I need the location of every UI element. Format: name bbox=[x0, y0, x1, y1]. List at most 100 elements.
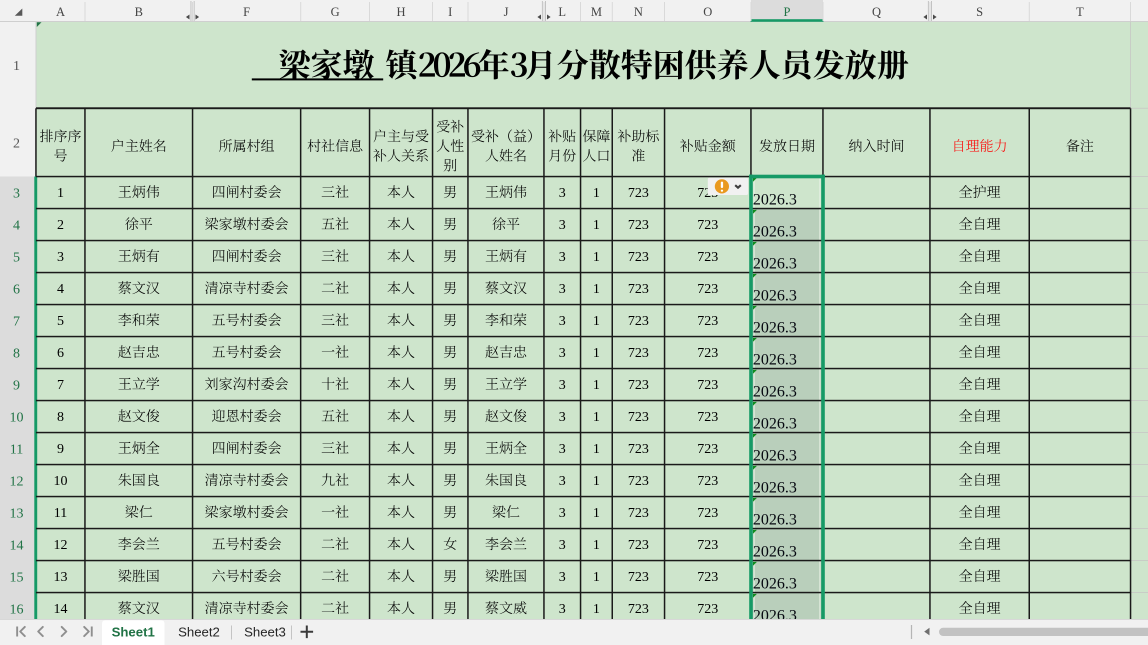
svg-text:723: 723 bbox=[628, 506, 649, 521]
svg-text:723: 723 bbox=[697, 314, 718, 329]
svg-text:2026.3: 2026.3 bbox=[753, 511, 797, 528]
svg-text:2026.3: 2026.3 bbox=[753, 383, 797, 400]
svg-text:I: I bbox=[448, 5, 452, 19]
svg-text:723: 723 bbox=[628, 314, 649, 329]
svg-text:723: 723 bbox=[628, 250, 649, 265]
svg-text:1: 1 bbox=[593, 314, 600, 329]
svg-text:15: 15 bbox=[10, 570, 24, 585]
svg-text:3: 3 bbox=[559, 570, 566, 585]
svg-text:1: 1 bbox=[593, 346, 600, 361]
svg-text:723: 723 bbox=[697, 410, 718, 425]
svg-text:B: B bbox=[135, 5, 143, 19]
svg-text:1: 1 bbox=[593, 538, 600, 553]
svg-text:G: G bbox=[331, 5, 340, 19]
svg-text:1: 1 bbox=[593, 602, 600, 617]
svg-text:6: 6 bbox=[13, 282, 20, 297]
svg-text:5: 5 bbox=[13, 250, 20, 265]
svg-text:16: 16 bbox=[10, 602, 24, 617]
svg-text:1: 1 bbox=[593, 570, 600, 585]
svg-text:723: 723 bbox=[697, 570, 718, 585]
svg-text:1: 1 bbox=[57, 186, 64, 201]
svg-text:2026.3: 2026.3 bbox=[753, 575, 797, 592]
svg-text:8: 8 bbox=[57, 410, 64, 425]
svg-text:3: 3 bbox=[559, 538, 566, 553]
svg-text:11: 11 bbox=[54, 506, 67, 521]
svg-text:3: 3 bbox=[559, 186, 566, 201]
svg-text:1: 1 bbox=[593, 218, 600, 233]
svg-text:14: 14 bbox=[10, 538, 24, 553]
svg-text:3: 3 bbox=[559, 250, 566, 265]
svg-text:1: 1 bbox=[593, 282, 600, 297]
svg-text:723: 723 bbox=[628, 474, 649, 489]
svg-text:P: P bbox=[784, 5, 791, 19]
svg-text:3: 3 bbox=[559, 506, 566, 521]
svg-text:10: 10 bbox=[54, 474, 68, 489]
svg-text:13: 13 bbox=[54, 570, 68, 585]
svg-text:723: 723 bbox=[628, 602, 649, 617]
svg-text:3: 3 bbox=[559, 474, 566, 489]
svg-text:12: 12 bbox=[10, 474, 24, 489]
svg-text:9: 9 bbox=[57, 442, 64, 457]
svg-text:723: 723 bbox=[697, 442, 718, 457]
svg-text:12: 12 bbox=[54, 538, 68, 553]
svg-text:723: 723 bbox=[697, 346, 718, 361]
svg-text:3: 3 bbox=[559, 282, 566, 297]
svg-text:723: 723 bbox=[697, 602, 718, 617]
svg-text:3: 3 bbox=[559, 410, 566, 425]
svg-text:723: 723 bbox=[628, 378, 649, 393]
svg-text:2026.3: 2026.3 bbox=[753, 287, 797, 304]
svg-text:H: H bbox=[396, 5, 405, 19]
svg-text:723: 723 bbox=[628, 538, 649, 553]
svg-text:Q: Q bbox=[872, 5, 881, 19]
svg-text:3: 3 bbox=[559, 442, 566, 457]
svg-text:2026.3: 2026.3 bbox=[753, 543, 797, 560]
svg-text:723: 723 bbox=[697, 218, 718, 233]
svg-text:M: M bbox=[591, 5, 602, 19]
svg-text:2: 2 bbox=[13, 136, 20, 151]
svg-text:9: 9 bbox=[13, 378, 20, 393]
svg-text:3: 3 bbox=[559, 602, 566, 617]
svg-text:Sheet2: Sheet2 bbox=[178, 624, 220, 639]
svg-text:2: 2 bbox=[57, 218, 64, 233]
svg-text:2026.3: 2026.3 bbox=[753, 319, 797, 336]
svg-text:11: 11 bbox=[10, 442, 23, 457]
svg-text:1: 1 bbox=[593, 186, 600, 201]
svg-text:8: 8 bbox=[13, 346, 20, 361]
svg-text:2026.3: 2026.3 bbox=[753, 447, 797, 464]
svg-text:723: 723 bbox=[697, 538, 718, 553]
svg-text:A: A bbox=[56, 5, 65, 19]
svg-text:T: T bbox=[1076, 5, 1084, 19]
svg-text:2026.3: 2026.3 bbox=[753, 479, 797, 496]
svg-text:2026.3: 2026.3 bbox=[753, 223, 797, 240]
svg-text:2026.3: 2026.3 bbox=[753, 255, 797, 272]
svg-text:723: 723 bbox=[628, 346, 649, 361]
svg-text:3: 3 bbox=[13, 186, 20, 201]
svg-text:1: 1 bbox=[593, 442, 600, 457]
svg-text:Sheet3: Sheet3 bbox=[244, 624, 286, 639]
svg-text:723: 723 bbox=[628, 570, 649, 585]
svg-text:723: 723 bbox=[628, 282, 649, 297]
svg-text:2026.3: 2026.3 bbox=[753, 191, 797, 208]
svg-text:N: N bbox=[634, 5, 643, 19]
svg-text:O: O bbox=[703, 5, 712, 19]
svg-text:3: 3 bbox=[559, 346, 566, 361]
svg-text:3: 3 bbox=[559, 314, 566, 329]
svg-text:7: 7 bbox=[13, 314, 20, 329]
svg-text:13: 13 bbox=[10, 506, 24, 521]
svg-text:2026.3: 2026.3 bbox=[753, 415, 797, 432]
svg-text:723: 723 bbox=[628, 186, 649, 201]
svg-text:1: 1 bbox=[593, 378, 600, 393]
svg-text:723: 723 bbox=[628, 218, 649, 233]
svg-text:4: 4 bbox=[13, 218, 20, 233]
svg-text:723: 723 bbox=[697, 378, 718, 393]
svg-text:3: 3 bbox=[57, 250, 64, 265]
svg-text:723: 723 bbox=[697, 506, 718, 521]
svg-text:1: 1 bbox=[13, 59, 20, 74]
svg-text:L: L bbox=[558, 5, 566, 19]
svg-text:14: 14 bbox=[54, 602, 68, 617]
svg-text:3: 3 bbox=[559, 378, 566, 393]
svg-text:Sheet1: Sheet1 bbox=[112, 624, 155, 639]
svg-text:10: 10 bbox=[10, 410, 24, 425]
svg-text:5: 5 bbox=[57, 314, 64, 329]
svg-text:F: F bbox=[243, 5, 250, 19]
